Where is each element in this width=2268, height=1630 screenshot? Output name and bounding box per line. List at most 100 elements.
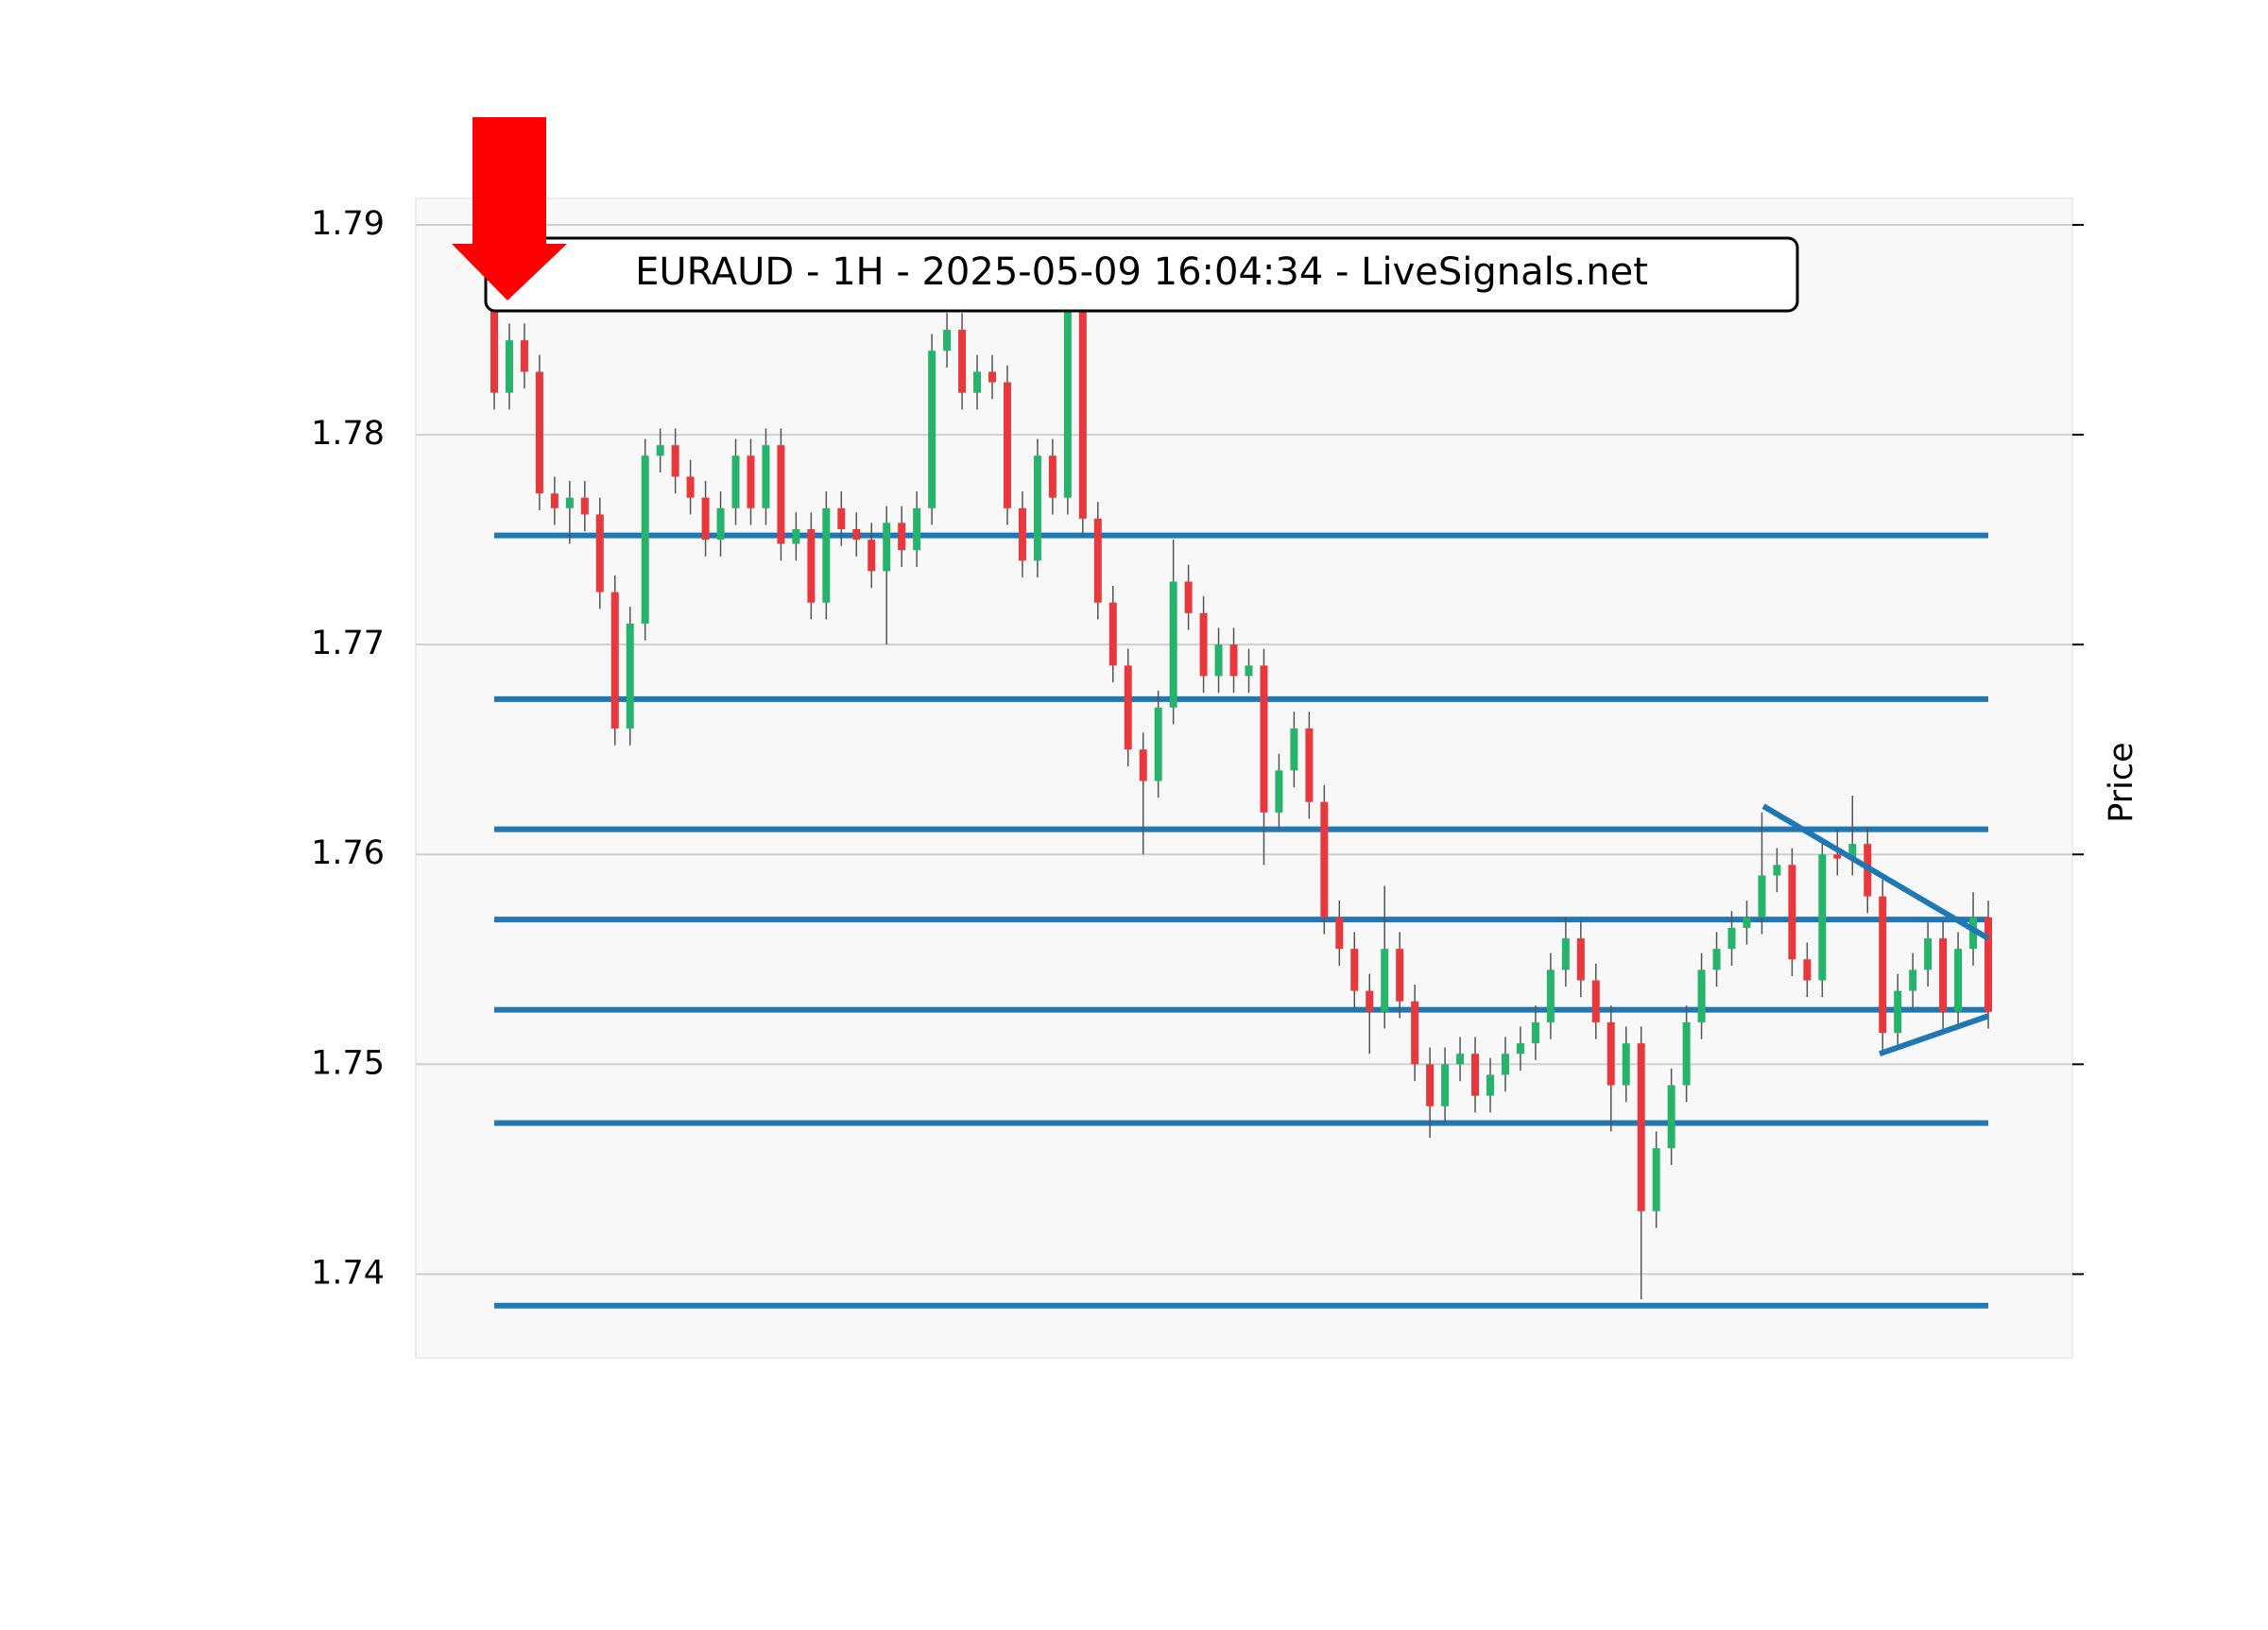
candle-body bbox=[928, 351, 936, 508]
candle-body bbox=[1682, 1021, 1691, 1086]
candle-body bbox=[852, 529, 861, 540]
candle-body bbox=[1366, 990, 1374, 1012]
candle-body bbox=[1501, 1054, 1509, 1075]
candle-body bbox=[1909, 969, 1917, 991]
candle-body bbox=[1214, 644, 1223, 677]
candle-body bbox=[1078, 308, 1087, 519]
candle-body bbox=[580, 497, 589, 515]
candle-body bbox=[1939, 938, 1948, 1012]
candle-body bbox=[490, 304, 498, 393]
candle-body bbox=[1622, 1043, 1630, 1086]
candle-body bbox=[626, 623, 634, 729]
candle-body bbox=[1667, 1085, 1675, 1149]
levels bbox=[494, 532, 1988, 1309]
candle-body bbox=[1260, 665, 1268, 813]
candle-body bbox=[1093, 518, 1102, 603]
candle-body bbox=[943, 330, 952, 352]
candle-body bbox=[1712, 949, 1721, 970]
y-tick-label: 1.74 bbox=[311, 1254, 385, 1292]
candle-body bbox=[1426, 1064, 1435, 1107]
candle-body bbox=[1048, 455, 1057, 498]
candle-body bbox=[1652, 1148, 1660, 1211]
trendline bbox=[1879, 1013, 1989, 1057]
candle-body bbox=[1727, 927, 1736, 950]
candle-body bbox=[1788, 865, 1796, 960]
candle-body bbox=[807, 529, 816, 603]
candle-body bbox=[641, 455, 649, 624]
candle-body bbox=[1924, 938, 1933, 970]
candle-body bbox=[777, 445, 785, 544]
candle-body bbox=[898, 523, 906, 551]
chart-title: EURAUD - 1H - 2025-05-09 16:04:34 - Live… bbox=[635, 250, 1648, 294]
candle-body bbox=[1245, 665, 1253, 677]
candle-body bbox=[716, 507, 725, 540]
candle-body bbox=[958, 330, 967, 393]
candle-body bbox=[792, 529, 800, 544]
candle-body bbox=[1848, 844, 1857, 859]
candle-body bbox=[913, 507, 921, 551]
candle-body bbox=[1184, 581, 1193, 613]
candle-body bbox=[1154, 707, 1162, 781]
candle-body bbox=[1018, 507, 1026, 561]
candle-body bbox=[762, 445, 770, 508]
candle-body bbox=[686, 476, 695, 498]
candle-body bbox=[1591, 980, 1600, 1022]
candle-body bbox=[1561, 938, 1570, 970]
y-tick-label: 1.76 bbox=[311, 834, 385, 872]
plot-area bbox=[415, 197, 2073, 1359]
candle-body bbox=[1305, 728, 1314, 802]
candle-body bbox=[1108, 602, 1117, 666]
candle-body bbox=[1456, 1054, 1465, 1065]
candle-body bbox=[1033, 455, 1041, 561]
candle-body bbox=[1396, 949, 1404, 1002]
y-tick-label: 1.79 bbox=[311, 205, 385, 243]
y-axis-label: Price bbox=[2103, 742, 2140, 822]
candle-body bbox=[1290, 728, 1298, 771]
y-tick-label: 1.75 bbox=[311, 1044, 385, 1082]
candle-body bbox=[1486, 1074, 1494, 1096]
candle-body bbox=[1441, 1064, 1450, 1107]
candle-body bbox=[1350, 949, 1359, 991]
candle-body bbox=[731, 455, 740, 508]
grid bbox=[416, 223, 2072, 1276]
candle-body bbox=[1879, 896, 1887, 1033]
candle-body bbox=[973, 371, 982, 393]
candle-body bbox=[1803, 959, 1812, 981]
candle-body bbox=[1969, 917, 1978, 950]
candle-body bbox=[610, 592, 619, 729]
candle-body bbox=[747, 455, 755, 508]
candle-body bbox=[1124, 665, 1132, 750]
signal-arrow bbox=[452, 117, 567, 300]
candle-body bbox=[1320, 801, 1329, 918]
candle-body bbox=[1954, 949, 1963, 1012]
candle-body bbox=[868, 540, 876, 572]
candle-body bbox=[1411, 1001, 1419, 1065]
y-tick-label: 1.78 bbox=[311, 415, 385, 453]
candle-body bbox=[1773, 865, 1781, 876]
candle-body bbox=[1697, 969, 1706, 1022]
candle-body bbox=[1199, 612, 1208, 677]
candle-body bbox=[1818, 854, 1827, 981]
candle-body bbox=[535, 371, 543, 494]
candles bbox=[490, 266, 1992, 1300]
candle-body bbox=[1833, 854, 1842, 859]
candle-body bbox=[1229, 644, 1238, 677]
candle-body bbox=[1169, 581, 1177, 708]
candle-body bbox=[1063, 308, 1072, 498]
candle-body bbox=[505, 340, 513, 393]
candle-body bbox=[1275, 770, 1283, 813]
candle-body bbox=[1335, 917, 1344, 950]
candle-body bbox=[822, 507, 831, 603]
candle-body bbox=[1003, 382, 1011, 508]
trendlines bbox=[1761, 803, 1990, 1057]
candle-body bbox=[837, 507, 846, 530]
candle-body bbox=[1471, 1054, 1480, 1096]
candle-body bbox=[1546, 969, 1555, 1022]
candle-body bbox=[1743, 917, 1751, 928]
candle-body bbox=[1984, 917, 1992, 1012]
candle-body bbox=[1894, 990, 1902, 1033]
candle-body bbox=[1516, 1043, 1524, 1055]
candle-body bbox=[656, 445, 664, 456]
candle-body bbox=[1758, 875, 1766, 918]
